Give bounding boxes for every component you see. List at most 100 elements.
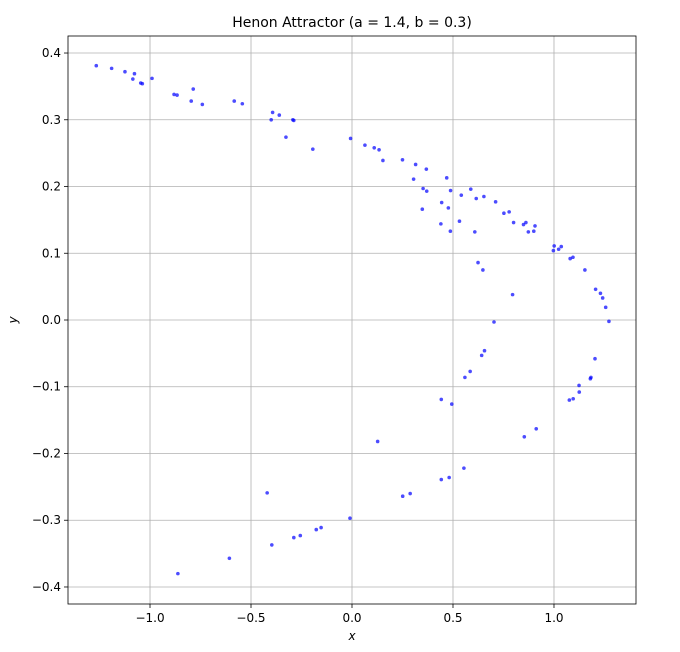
point [510, 292, 515, 297]
point [381, 158, 385, 163]
point [319, 525, 323, 530]
y-axis-label: y [6, 316, 20, 325]
point [482, 194, 486, 199]
point [444, 176, 449, 180]
y-tick-label: 0.4 [42, 46, 61, 60]
point [571, 255, 575, 260]
point [476, 260, 480, 265]
point [567, 398, 572, 402]
point [588, 376, 593, 381]
y-tick-label: −0.1 [32, 380, 61, 394]
point [482, 348, 487, 353]
point [375, 439, 380, 444]
point [459, 193, 464, 197]
point [408, 491, 412, 496]
y-tick-label: −0.2 [32, 446, 61, 460]
point [277, 113, 282, 117]
point [577, 390, 582, 394]
point [583, 268, 587, 272]
x-tick-label: 1.0 [544, 611, 563, 625]
point [474, 196, 479, 201]
point [232, 99, 237, 103]
point [227, 556, 232, 561]
point [524, 220, 528, 225]
point [551, 248, 556, 253]
point [439, 397, 444, 402]
x-tick-label: −1.0 [135, 611, 164, 625]
point [463, 375, 467, 380]
point [291, 117, 295, 122]
point [593, 287, 598, 292]
point [571, 396, 575, 401]
point [413, 162, 418, 167]
point [468, 187, 473, 191]
point [533, 224, 537, 228]
point [132, 71, 137, 76]
point [123, 69, 127, 74]
point [400, 158, 405, 162]
point [240, 101, 245, 106]
point [556, 247, 561, 252]
point [492, 320, 496, 324]
y-tick-label: 0.1 [42, 246, 61, 260]
point [265, 491, 269, 495]
y-tick-label: −0.3 [32, 513, 61, 527]
point [502, 211, 506, 216]
point [311, 147, 315, 151]
point [447, 475, 451, 480]
point [473, 230, 477, 234]
point [462, 466, 466, 470]
point [372, 145, 377, 150]
point [424, 189, 429, 193]
point [449, 402, 454, 406]
point [439, 200, 444, 205]
point [200, 102, 205, 107]
y-tick-label: 0.3 [42, 113, 61, 127]
point [600, 296, 605, 300]
point [348, 516, 352, 521]
point [531, 229, 536, 234]
point [270, 543, 274, 547]
y-tick-label: 0.2 [42, 180, 61, 194]
point [479, 353, 484, 358]
point [191, 87, 196, 91]
point [189, 99, 194, 103]
point [603, 305, 608, 310]
point [439, 477, 444, 482]
point [568, 256, 572, 261]
point [607, 319, 611, 324]
x-tick-label: 0.5 [443, 611, 462, 625]
point [593, 356, 597, 361]
point [439, 222, 443, 226]
point [363, 143, 367, 147]
point [448, 188, 453, 193]
point [493, 200, 498, 204]
point [457, 219, 462, 224]
plot-frame [67, 35, 637, 605]
point [448, 229, 453, 234]
x-tick-label: 0.0 [342, 611, 361, 625]
point [377, 148, 381, 152]
y-tick-label: −0.4 [32, 580, 61, 594]
point [176, 571, 180, 576]
point [292, 535, 296, 540]
point [298, 533, 303, 538]
point [269, 117, 274, 122]
point [424, 167, 429, 171]
point [507, 210, 511, 214]
point [284, 135, 288, 139]
point [411, 177, 416, 181]
point [534, 426, 539, 431]
point [468, 369, 472, 374]
point [348, 136, 353, 141]
point [511, 220, 516, 225]
point [172, 92, 176, 97]
point [400, 494, 405, 499]
point [131, 77, 135, 81]
point [552, 244, 556, 248]
point [481, 268, 485, 272]
point [175, 93, 179, 97]
x-tick-label: −0.5 [236, 611, 265, 625]
point [140, 81, 145, 86]
